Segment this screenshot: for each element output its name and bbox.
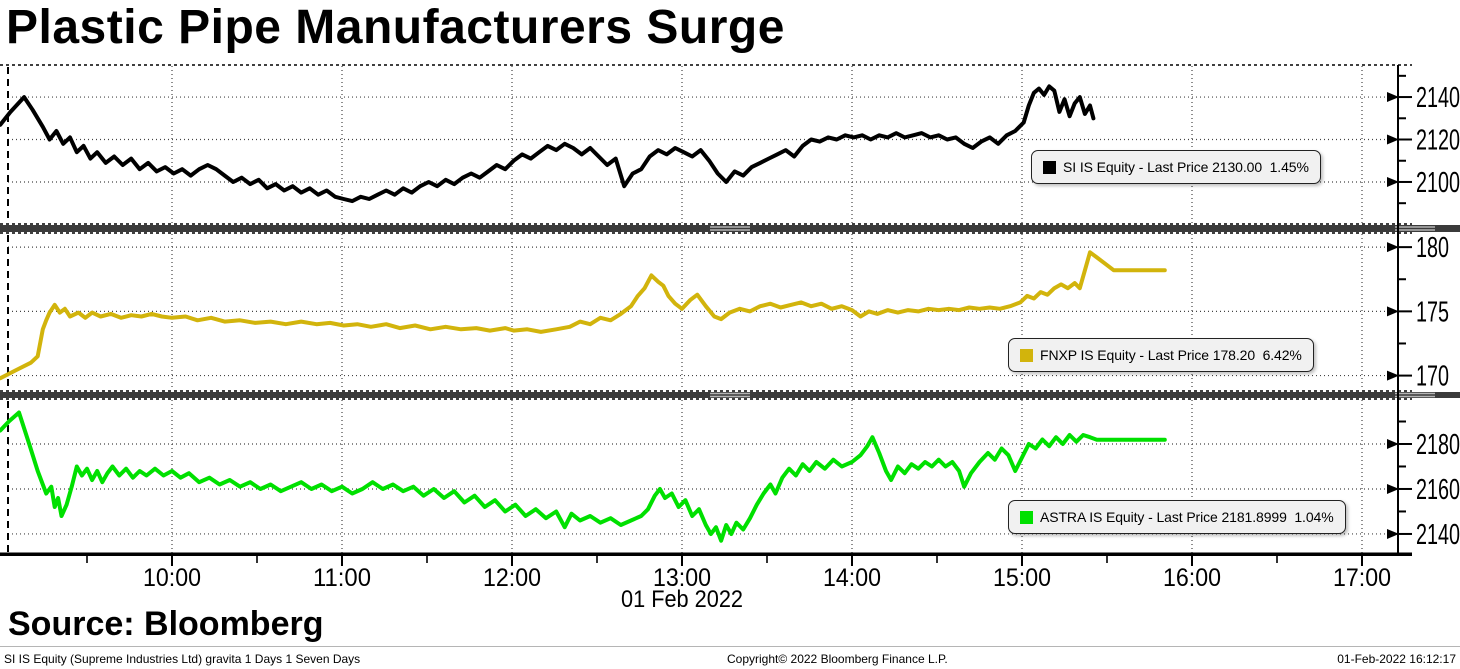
fnxp-legend-label: FNXP IS Equity - Last Price 178.20 6.42% (1040, 347, 1302, 363)
y-tick-label: 2160 (1416, 474, 1460, 506)
y-tick-arrow-icon (1387, 483, 1399, 494)
y-tick-label: 2140 (1416, 82, 1460, 114)
x-axis: 10:00 11:00 12:00 13:00 14:00 15:00 16:00 17:00… (86, 556, 1391, 613)
y-axis-panel-si: 2140 2120 2100 (1387, 74, 1460, 205)
y-tick-arrow-icon (1387, 370, 1399, 381)
x-tick-label: 16:00 (1163, 564, 1221, 592)
y-tick-arrow-icon (1387, 92, 1399, 103)
y-tick-arrow-icon (1387, 438, 1399, 449)
y-tick-label: 175 (1416, 296, 1449, 328)
chart-title: Plastic Pipe Manufacturers Surge (6, 1, 785, 54)
y-tick-label: 170 (1416, 361, 1449, 393)
x-tick-label: 15:00 (993, 564, 1051, 592)
y-tick-label: 2120 (1416, 125, 1460, 157)
x-tick-label: 10:00 (143, 564, 201, 592)
astra-legend-label: ASTRA IS Equity - Last Price 2181.8999 1… (1040, 509, 1334, 525)
y-tick-arrow-icon (1387, 176, 1399, 187)
legend-si-equity[interactable]: SI IS Equity - Last Price 2130.00 1.45% (1031, 150, 1321, 184)
chart-plot-area: 2140 2120 2100 180 175 170 2180 2160 2140 10:00 11… (0, 64, 1460, 613)
x-tick-label: 12:00 (483, 564, 541, 592)
y-tick-label: 2140 (1416, 519, 1460, 551)
astra-series-swatch (1020, 510, 1033, 524)
panel-astra (0, 398, 1412, 555)
panel-divider[interactable] (0, 225, 1460, 232)
y-tick-arrow-icon (1387, 306, 1399, 317)
x-axis-line (0, 552, 1412, 556)
fnxp-series-line (0, 250, 1167, 381)
y-tick-arrow-icon (1387, 528, 1399, 539)
footer-copyright: Copyright© 2022 Bloomberg Finance L.P. (727, 652, 948, 666)
x-axis-date-label: 01 Feb 2022 (621, 586, 743, 613)
si-legend-label: SI IS Equity - Last Price 2130.00 1.45% (1063, 159, 1309, 175)
source-attribution: Source: Bloomberg (8, 605, 324, 643)
y-tick-label: 2180 (1416, 429, 1460, 461)
y-axis-panel-astra: 2180 2160 2140 (1387, 420, 1460, 551)
y-tick-arrow-icon (1387, 134, 1399, 145)
y-tick-label: 2100 (1416, 167, 1460, 199)
y-tick-label: 180 (1416, 232, 1449, 264)
si-series-swatch (1043, 160, 1056, 174)
footer-security-info: SI IS Equity (Supreme Industries Ltd) gr… (4, 652, 361, 666)
astra-series-line (0, 410, 1167, 543)
y-tick-arrow-icon (1387, 242, 1399, 253)
panel-si (0, 64, 1412, 225)
fnxp-series-swatch (1020, 348, 1033, 362)
si-series-line (0, 84, 1096, 204)
footer-timestamp: 01-Feb-2022 16:12:17 (1337, 652, 1456, 666)
x-tick-label: 13:00 (653, 564, 711, 592)
footer-bar: SI IS Equity (Supreme Industries Ltd) gr… (0, 646, 1460, 669)
y-axis-panel-fnxp: 180 175 170 (1387, 232, 1449, 393)
x-tick-label: 17:00 (1333, 564, 1391, 592)
panel-fnxp (0, 232, 1412, 392)
legend-astra-equity[interactable]: ASTRA IS Equity - Last Price 2181.8999 1… (1008, 500, 1346, 534)
panel-divider[interactable] (0, 392, 1460, 398)
x-tick-label: 14:00 (823, 564, 881, 592)
x-tick-label: 11:00 (313, 564, 371, 592)
legend-fnxp-equity[interactable]: FNXP IS Equity - Last Price 178.20 6.42% (1008, 338, 1314, 372)
